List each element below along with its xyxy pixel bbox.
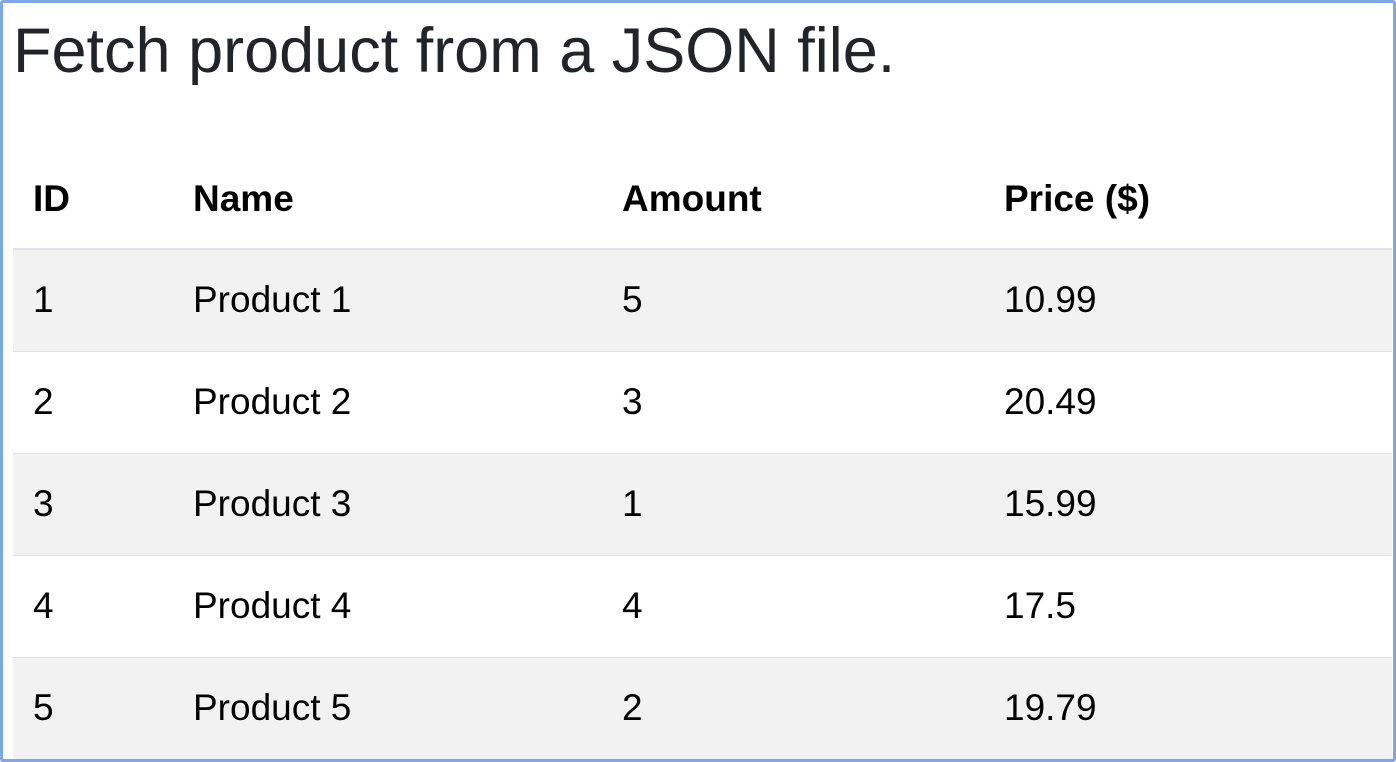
cell-name: Product 3 [173, 452, 602, 555]
table-row: 4 Product 4 4 17.5 [13, 554, 1392, 657]
header-price: Price ($) [984, 149, 1392, 250]
cell-amount: 3 [602, 350, 984, 453]
header-id: ID [13, 149, 173, 250]
cell-amount: 4 [602, 554, 984, 657]
cell-price: 17.5 [984, 554, 1392, 657]
cell-price: 19.79 [984, 656, 1392, 759]
cell-name: Product 5 [173, 656, 602, 759]
table-header: ID Name Amount Price ($) [13, 149, 1392, 250]
header-amount: Amount [602, 149, 984, 250]
cell-amount: 1 [602, 452, 984, 555]
cell-id: 1 [13, 248, 173, 351]
header-name: Name [173, 149, 602, 250]
header-row: ID Name Amount Price ($) [13, 149, 1392, 250]
cell-amount: 2 [602, 656, 984, 759]
cell-amount: 5 [602, 248, 984, 351]
page-title: Fetch product from a JSON file. [13, 16, 896, 86]
table-row: 2 Product 2 3 20.49 [13, 350, 1392, 453]
cell-name: Product 1 [173, 248, 602, 351]
table-row: 3 Product 3 1 15.99 [13, 452, 1392, 555]
table-body: 1 Product 1 5 10.99 2 Product 2 3 20.49 … [13, 248, 1392, 759]
cell-id: 3 [13, 452, 173, 555]
cell-name: Product 4 [173, 554, 602, 657]
table-row: 1 Product 1 5 10.99 [13, 248, 1392, 351]
cell-price: 15.99 [984, 452, 1392, 555]
cell-id: 2 [13, 350, 173, 453]
cell-name: Product 2 [173, 350, 602, 453]
cell-price: 10.99 [984, 248, 1392, 351]
products-table: ID Name Amount Price ($) 1 Product 1 5 1… [13, 149, 1392, 759]
cell-id: 4 [13, 554, 173, 657]
cell-price: 20.49 [984, 350, 1392, 453]
table-row: 5 Product 5 2 19.79 [13, 656, 1392, 759]
cell-id: 5 [13, 656, 173, 759]
